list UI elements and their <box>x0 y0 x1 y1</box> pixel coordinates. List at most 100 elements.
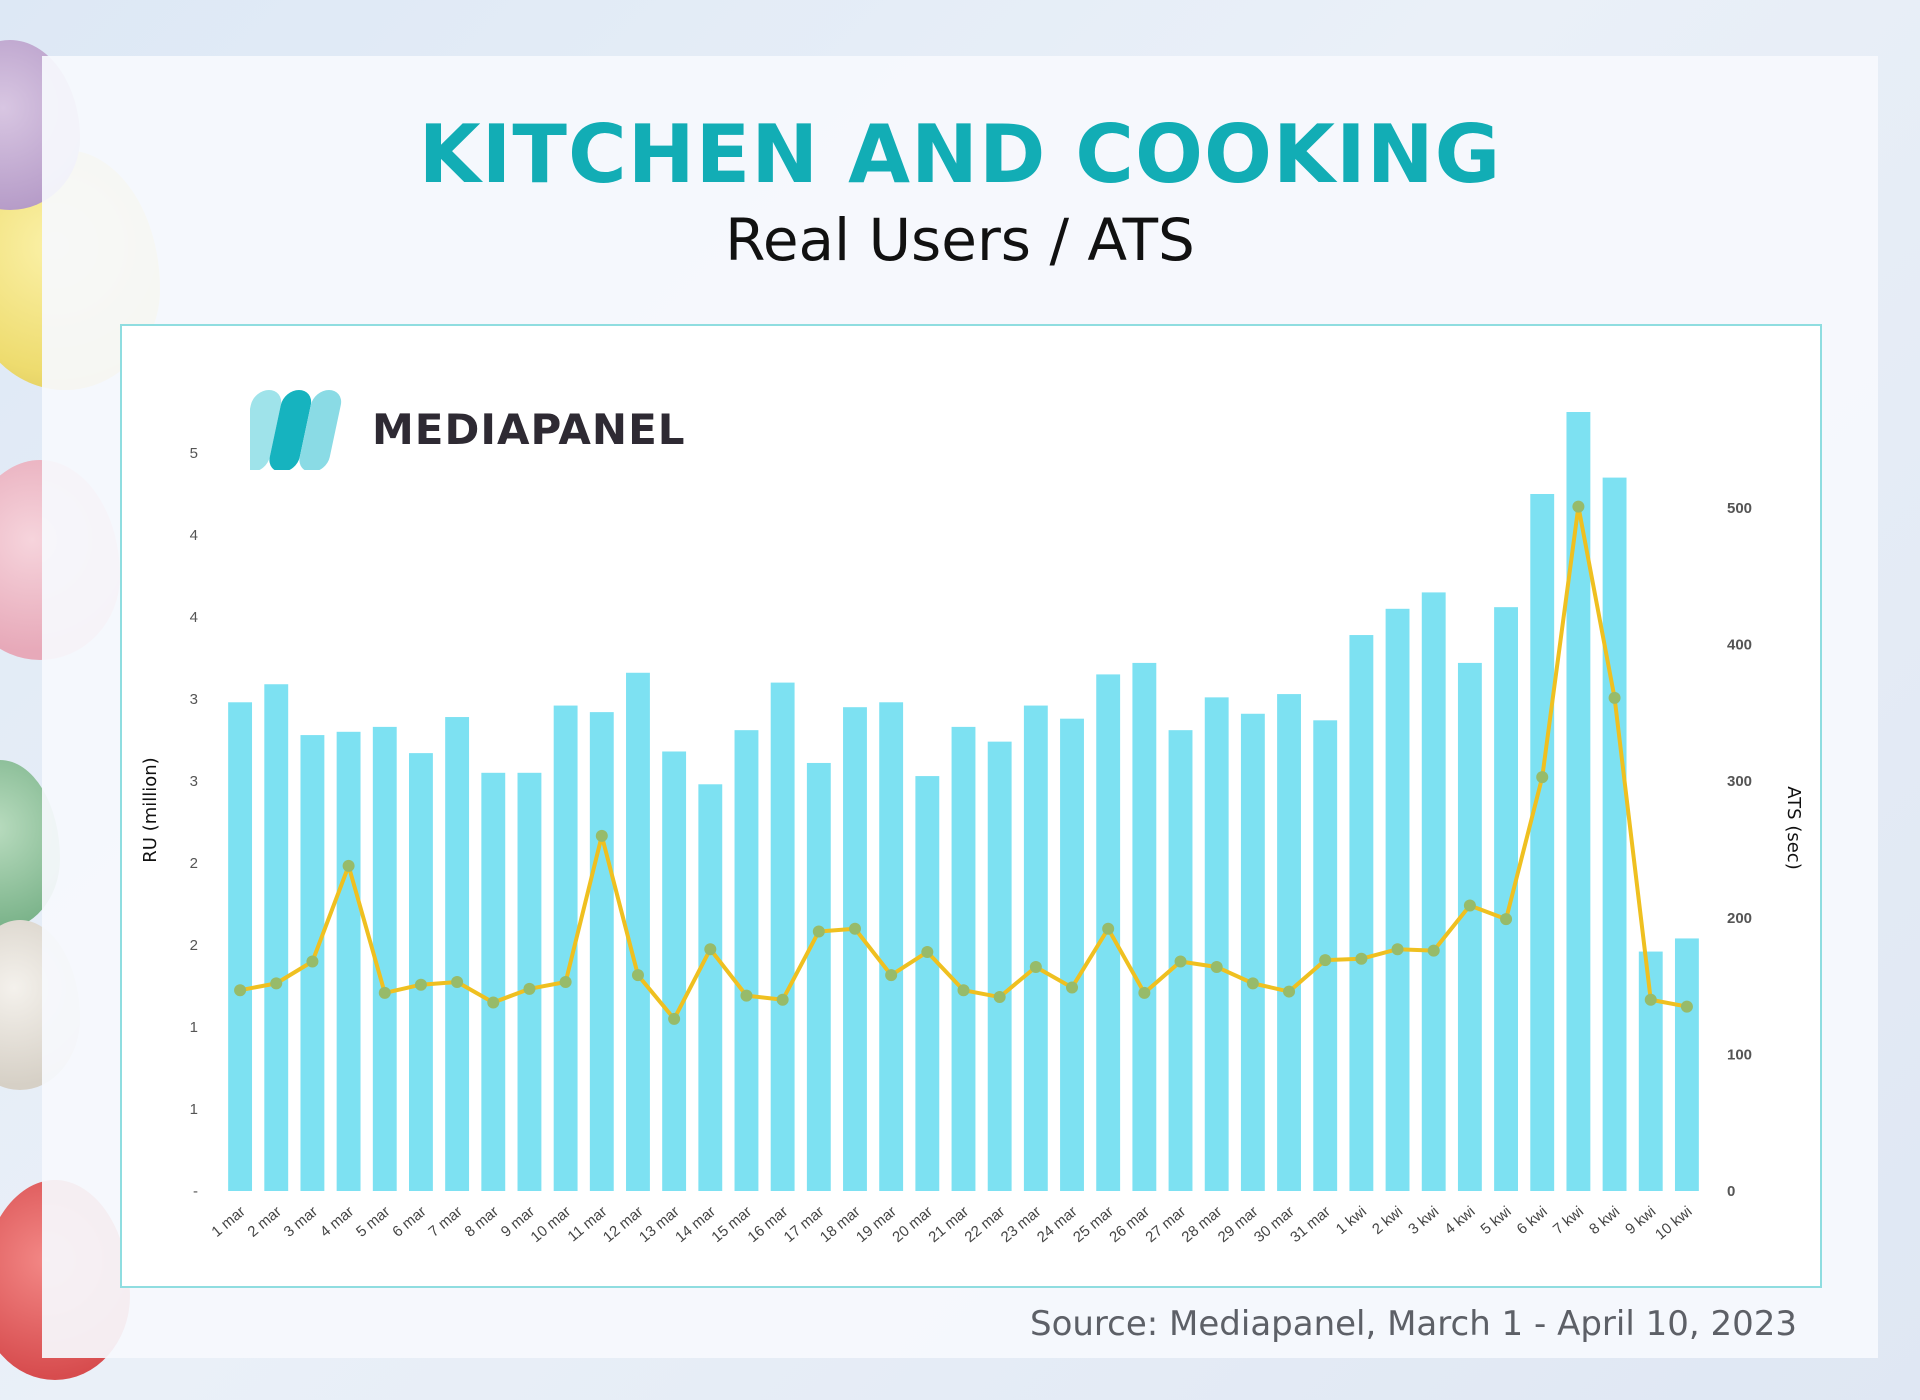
ru-bar <box>1494 607 1518 1191</box>
x-tick-label: 16 mar <box>745 1203 792 1246</box>
ats-point <box>234 984 247 997</box>
ats-point <box>740 989 753 1002</box>
x-tick-label: 15 mar <box>708 1203 755 1246</box>
left-tick-label: 3 <box>190 773 198 790</box>
ru-bar <box>951 726 976 1191</box>
x-tick-label: 3 kwi <box>1405 1203 1442 1238</box>
x-tick-label: 3 mar <box>281 1203 321 1241</box>
x-tick-label: 24 mar <box>1034 1203 1081 1246</box>
ru-bar <box>1602 477 1627 1192</box>
x-tick-label: 7 mar <box>425 1203 465 1241</box>
ats-point <box>921 945 934 958</box>
ats-point <box>306 955 319 968</box>
ats-point <box>1210 960 1223 973</box>
x-tick-label: 8 kwi <box>1586 1203 1623 1238</box>
left-tick-label: 4 <box>190 527 198 544</box>
ru-bar <box>409 753 433 1191</box>
ats-point <box>704 943 717 956</box>
ats-point <box>848 922 861 935</box>
ats-point <box>631 969 644 982</box>
ru-bar <box>843 707 867 1191</box>
ru-bar <box>915 776 940 1191</box>
page-title: KITCHEN AND COOKING <box>418 108 1502 201</box>
ats-point <box>559 976 572 989</box>
page-subtitle: Real Users / ATS <box>725 206 1195 274</box>
ru-bar <box>372 726 397 1191</box>
ats-point <box>812 925 825 938</box>
ru-bar <box>770 682 795 1191</box>
x-tick-label: 12 mar <box>600 1203 647 1246</box>
ru-bar <box>1638 951 1663 1191</box>
ru-bar <box>517 772 542 1191</box>
ats-point <box>1246 977 1259 990</box>
left-tick-label: 1 <box>190 1019 198 1036</box>
ru-bar <box>1240 713 1265 1191</box>
x-tick-label: 6 mar <box>389 1203 429 1241</box>
ru-bar <box>1023 705 1048 1191</box>
ats-point <box>1644 993 1657 1006</box>
right-tick-label: 0 <box>1727 1183 1735 1200</box>
ats-point <box>595 829 608 842</box>
ats-point <box>957 984 970 997</box>
ats-point <box>1102 922 1115 935</box>
ats-point <box>523 982 536 995</box>
ru-bar <box>445 717 470 1191</box>
ats-point <box>1029 960 1042 973</box>
ru-bar <box>662 751 687 1191</box>
x-tick-label: 29 mar <box>1215 1203 1262 1246</box>
source-note: Source: Mediapanel, March 1 - April 10, … <box>1030 1304 1797 1344</box>
ru-bar <box>1385 608 1410 1191</box>
x-tick-label: 5 mar <box>353 1203 393 1241</box>
x-tick-label: 20 mar <box>889 1203 936 1246</box>
x-tick-label: 6 kwi <box>1514 1203 1551 1238</box>
ru-bar <box>1204 697 1229 1191</box>
ru-bar <box>879 702 904 1191</box>
left-tick-label: 4 <box>190 609 198 626</box>
right-tick-label: 300 <box>1727 773 1752 790</box>
x-tick-label: 25 mar <box>1070 1203 1117 1246</box>
ats-point <box>993 991 1006 1004</box>
ats-point <box>1572 500 1585 513</box>
ats-point <box>1536 771 1549 784</box>
ru-bar <box>1277 694 1301 1191</box>
ru-bar <box>806 762 831 1191</box>
left-tick-label: 5 <box>190 445 198 462</box>
ats-point <box>451 976 464 989</box>
x-tick-label: 2 kwi <box>1369 1203 1406 1238</box>
ats-point <box>1500 913 1513 926</box>
ats-point <box>1463 899 1476 912</box>
ru-bar <box>1349 635 1374 1191</box>
ru-bar <box>1421 592 1446 1191</box>
x-tick-label: 14 mar <box>672 1203 719 1246</box>
ats-point <box>668 1012 681 1025</box>
ru-bar <box>1060 718 1084 1191</box>
ats-point <box>342 859 355 872</box>
ru-bar <box>481 772 506 1191</box>
left-tick-label: - <box>193 1183 198 1200</box>
y2-axis-title: ATS (sec) <box>1783 786 1804 869</box>
x-tick-label: 27 mar <box>1142 1203 1189 1246</box>
ats-point <box>1174 955 1187 968</box>
ats-point <box>1680 1000 1693 1013</box>
x-tick-label: 21 mar <box>925 1203 972 1246</box>
x-tick-label: 18 mar <box>817 1203 864 1246</box>
ats-point <box>270 977 283 990</box>
x-tick-label: 10 kwi <box>1652 1203 1696 1243</box>
ats-point <box>1391 943 1404 956</box>
ru-bar <box>626 672 650 1191</box>
ats-point <box>378 986 391 999</box>
logo-text: MEDIAPANEL <box>372 405 686 454</box>
ru-bar <box>1457 662 1482 1191</box>
ru-bar <box>1132 662 1157 1191</box>
ats-point <box>1608 691 1621 704</box>
ats-point <box>1427 944 1440 957</box>
x-tick-label: 7 kwi <box>1550 1203 1587 1238</box>
x-tick-label: 11 mar <box>565 1203 611 1245</box>
left-tick-label: 2 <box>190 855 198 872</box>
x-tick-label: 28 mar <box>1179 1203 1226 1246</box>
ats-point <box>1066 981 1079 994</box>
x-tick-label: 31 mar <box>1287 1203 1334 1246</box>
x-tick-label: 10 mar <box>528 1203 575 1246</box>
ats-point <box>487 996 500 1009</box>
ru-bar <box>589 712 614 1191</box>
